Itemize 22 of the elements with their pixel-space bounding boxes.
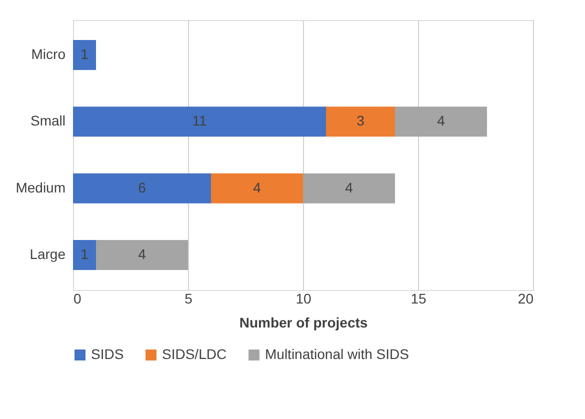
data-label: 6	[138, 179, 146, 196]
x-tick-label: 15	[410, 290, 426, 306]
x-tick-label: 10	[296, 290, 312, 306]
y-tick-label: Large	[30, 246, 66, 262]
legend-label: Multinational with SIDS	[265, 346, 409, 362]
y-tick-label: Small	[30, 112, 66, 129]
data-label: 3	[356, 112, 365, 129]
y-tick-label: Micro	[31, 46, 66, 62]
x-tick-label: 5	[184, 290, 193, 306]
x-tick-label: 0	[74, 290, 82, 306]
data-label: 4	[437, 112, 446, 129]
data-label: 11	[192, 112, 207, 129]
x-tick-label: 20	[518, 290, 534, 306]
data-label: 4	[253, 179, 262, 196]
data-label: 4	[345, 179, 354, 196]
data-label: 1	[80, 246, 89, 262]
y-tick-label: Medium	[16, 179, 66, 196]
data-label: 4	[138, 246, 146, 262]
x-axis-title: Number of projects	[239, 314, 368, 330]
legend-label: SIDS	[91, 346, 124, 362]
data-label: 1	[80, 46, 89, 62]
legend-label: SIDS/LDC	[162, 346, 227, 362]
